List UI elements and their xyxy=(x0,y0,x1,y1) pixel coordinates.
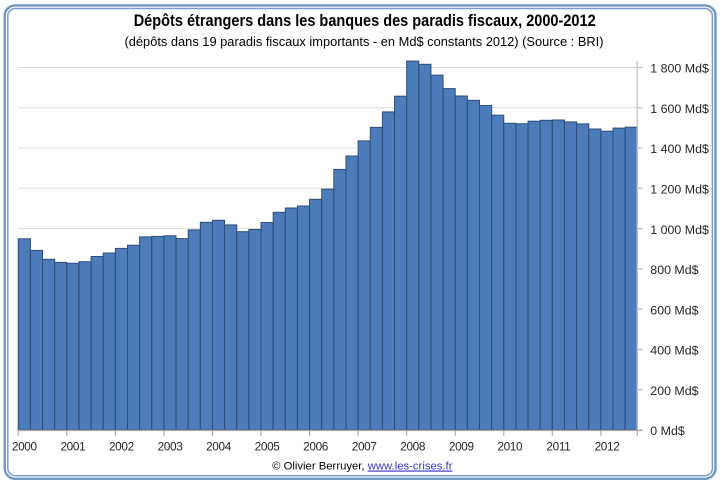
svg-text:2007: 2007 xyxy=(352,439,377,453)
svg-text:(dépôts dans 19 paradis fiscau: (dépôts dans 19 paradis fiscaux importan… xyxy=(124,34,603,49)
svg-text:2006: 2006 xyxy=(303,439,329,453)
svg-text:2009: 2009 xyxy=(449,439,474,453)
svg-text:2004: 2004 xyxy=(206,439,232,453)
svg-text:800 Md$: 800 Md$ xyxy=(650,263,698,277)
svg-text:1 800 Md$: 1 800 Md$ xyxy=(650,62,709,76)
svg-text:2005: 2005 xyxy=(255,439,281,453)
svg-text:2003: 2003 xyxy=(158,439,184,453)
svg-text:600 Md$: 600 Md$ xyxy=(650,303,698,317)
svg-text:2008: 2008 xyxy=(400,439,426,453)
svg-text:© Olivier Berruyer, www.les-cr: © Olivier Berruyer, www.les-crises.fr xyxy=(272,461,453,473)
svg-text:2002: 2002 xyxy=(109,439,134,453)
svg-text:400 Md$: 400 Md$ xyxy=(650,344,698,358)
svg-text:2000: 2000 xyxy=(12,439,38,453)
svg-text:0 Md$: 0 Md$ xyxy=(650,424,685,438)
svg-text:1 000 Md$: 1 000 Md$ xyxy=(650,223,709,237)
svg-text:2010: 2010 xyxy=(497,439,523,453)
svg-text:2001: 2001 xyxy=(60,439,85,453)
svg-text:1 200 Md$: 1 200 Md$ xyxy=(650,183,709,197)
svg-text:1 600 Md$: 1 600 Md$ xyxy=(650,102,709,116)
svg-text:200 Md$: 200 Md$ xyxy=(650,384,698,398)
svg-text:2011: 2011 xyxy=(546,439,570,453)
svg-text:1 400 Md$: 1 400 Md$ xyxy=(650,142,709,156)
svg-text:2012: 2012 xyxy=(595,439,620,453)
svg-text:Dépôts étrangers dans les banq: Dépôts étrangers dans les banques des pa… xyxy=(134,12,596,30)
